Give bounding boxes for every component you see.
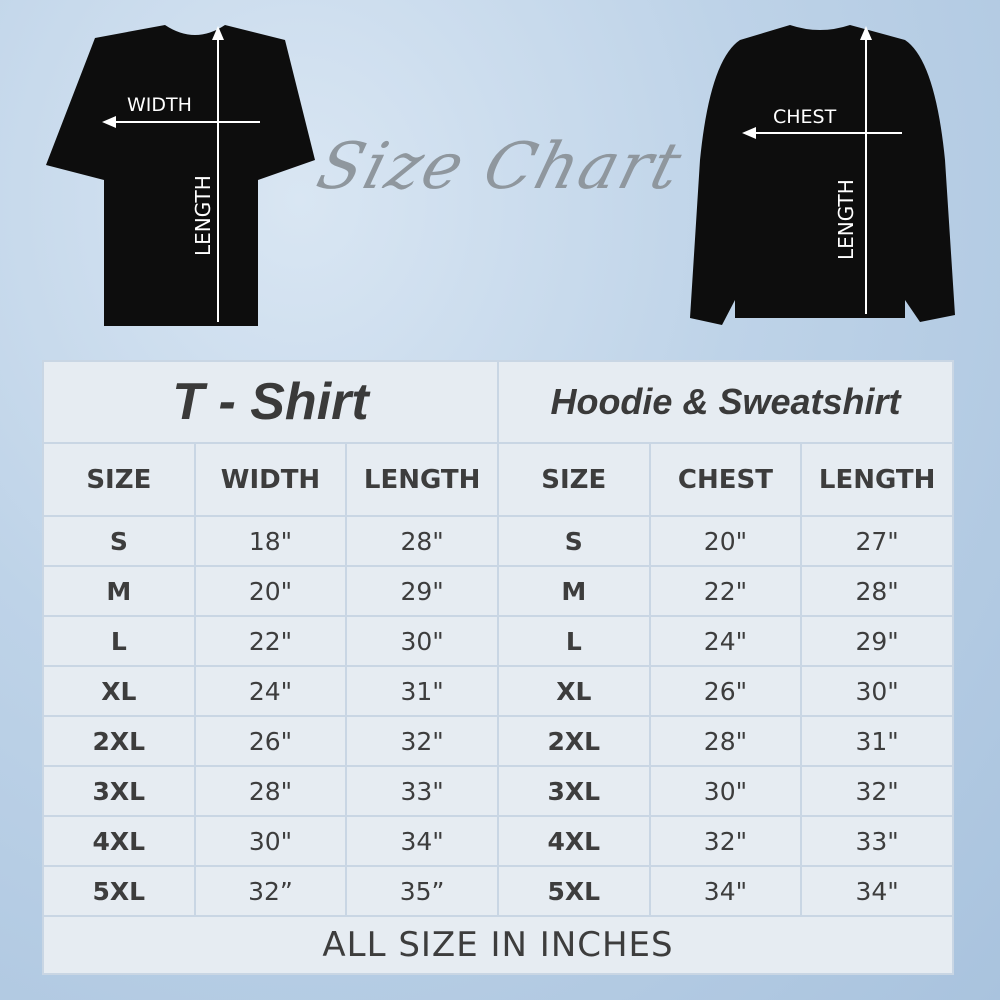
measurement-cell: 24": [193, 665, 348, 717]
column-header: SIZE: [42, 442, 196, 517]
column-header: SIZE: [496, 442, 651, 517]
hoodie-image: CHEST LENGTH: [690, 25, 955, 325]
hoodie-title: Hoodie & Sweatshirt: [496, 360, 955, 444]
measurement-cell: 18": [193, 515, 348, 567]
size-cell: 3XL: [42, 765, 196, 817]
measurement-cell: 26": [648, 665, 803, 717]
measurement-cell: 32": [345, 715, 499, 767]
size-cell: L: [496, 615, 651, 667]
table-row: XL 24" 31" XL 26" 30": [42, 665, 954, 717]
table-row: S 18" 28" S 20" 27": [42, 515, 954, 567]
measurement-cell: 22": [193, 615, 348, 667]
size-cell: XL: [496, 665, 651, 717]
size-cell: 5XL: [42, 865, 196, 917]
table-row: M 20" 29" M 22" 28": [42, 565, 954, 617]
measurement-cell: 28": [193, 765, 348, 817]
width-label: WIDTH: [127, 94, 192, 116]
size-cell: XL: [42, 665, 196, 717]
measurement-cell: 31": [345, 665, 499, 717]
size-cell: 3XL: [496, 765, 651, 817]
measurement-cell: 20": [193, 565, 348, 617]
size-cell: 2XL: [42, 715, 196, 767]
size-cell: 2XL: [496, 715, 651, 767]
table-row: 4XL 30" 34" 4XL 32" 33": [42, 815, 954, 867]
size-cell: M: [42, 565, 196, 617]
column-header: LENGTH: [800, 442, 954, 517]
measurement-cell: 31": [800, 715, 954, 767]
table-row: 5XL 32” 35” 5XL 34" 34": [42, 865, 954, 917]
size-chart-title: Size Chart: [309, 130, 691, 204]
size-cell: M: [496, 565, 651, 617]
measurement-cell: 33": [800, 815, 954, 867]
table-row: L 22" 30" L 24" 29": [42, 615, 954, 667]
tshirt-title: T - Shirt: [42, 360, 499, 444]
column-header: LENGTH: [345, 442, 499, 517]
garment-illustrations: WIDTH LENGTH CHEST LENGTH: [46, 25, 955, 326]
measurement-cell: 24": [648, 615, 803, 667]
table-row: 3XL 28" 33" 3XL 30" 32": [42, 765, 954, 817]
units-note: ALL SIZE IN INCHES: [42, 915, 954, 975]
measurement-cell: 28": [345, 515, 499, 567]
chest-label: CHEST: [773, 106, 837, 128]
size-table: T - Shirt Hoodie & Sweatshirt SIZE WIDTH L…: [42, 360, 955, 975]
size-cell: 5XL: [496, 865, 651, 917]
measurement-cell: 28": [800, 565, 954, 617]
size-cell: L: [42, 615, 196, 667]
measurement-cell: 34": [648, 865, 803, 917]
measurement-cell: 30": [648, 765, 803, 817]
tshirt-image: WIDTH LENGTH: [46, 25, 315, 326]
measurement-cell: 28": [648, 715, 803, 767]
size-cell: S: [496, 515, 651, 567]
measurement-cell: 32": [648, 815, 803, 867]
measurement-cell: 33": [345, 765, 499, 817]
measurement-cell: 22": [648, 565, 803, 617]
measurement-cell: 34": [345, 815, 499, 867]
measurement-cell: 30": [193, 815, 348, 867]
size-cell: 4XL: [42, 815, 196, 867]
measurement-cell: 32”: [193, 865, 348, 917]
table-row: 2XL 26" 32" 2XL 28" 31": [42, 715, 954, 767]
measurement-cell: 26": [193, 715, 348, 767]
measurement-cell: 34": [800, 865, 954, 917]
measurement-cell: 35”: [345, 865, 499, 917]
measurement-cell: 29": [800, 615, 954, 667]
hoodie-length-label: LENGTH: [834, 179, 858, 260]
measurement-cell: 30": [800, 665, 954, 717]
measurement-cell: 27": [800, 515, 954, 567]
measurement-cell: 32": [800, 765, 954, 817]
column-header: CHEST: [648, 442, 803, 517]
measurement-cell: 20": [648, 515, 803, 567]
size-cell: S: [42, 515, 196, 567]
measurement-cell: 29": [345, 565, 499, 617]
size-cell: 4XL: [496, 815, 651, 867]
measurement-cell: 30": [345, 615, 499, 667]
tshirt-length-label: LENGTH: [191, 175, 215, 256]
column-header: WIDTH: [193, 442, 348, 517]
